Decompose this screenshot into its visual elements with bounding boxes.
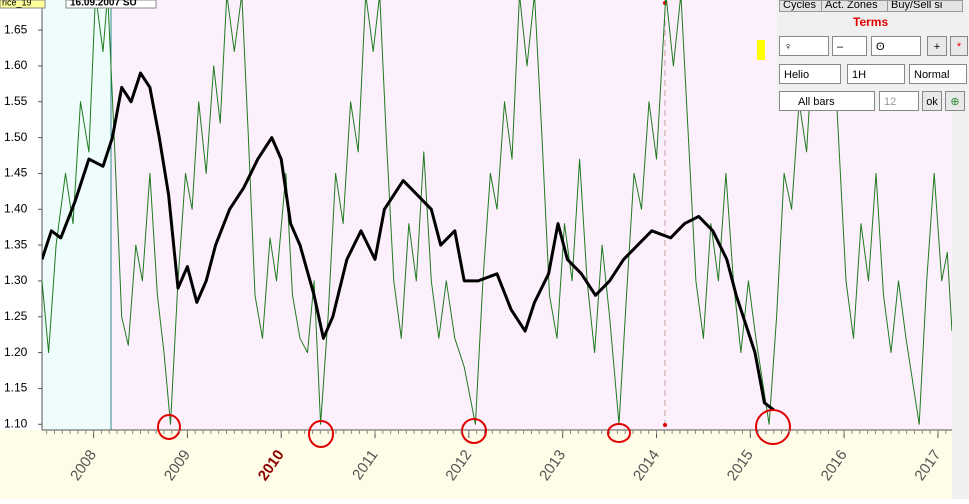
y-tick-label: 1.55 — [4, 94, 28, 108]
add-button[interactable]: + — [927, 36, 947, 56]
operator-select[interactable]: – — [832, 36, 867, 56]
star-button[interactable]: * — [950, 36, 968, 56]
tab[interactable]: Act. Zones — [821, 0, 889, 12]
y-tick-label: 1.40 — [4, 201, 28, 215]
panel-title: Terms — [853, 15, 889, 29]
annotations — [157, 409, 791, 448]
series-line — [42, 71, 775, 412]
y-tick-label: 1.20 — [4, 345, 28, 359]
target-button[interactable]: ⊕ — [945, 91, 965, 111]
planet-select[interactable]: ♀ — [779, 36, 829, 56]
y-tick-label: 1.60 — [4, 58, 28, 72]
file-name: rice_19 — [2, 0, 32, 7]
mode-select[interactable]: Normal — [909, 64, 967, 84]
file-box — [0, 0, 46, 9]
y-tick-label: 1.35 — [4, 237, 28, 251]
history-zone — [42, 0, 111, 430]
tab[interactable]: Cycles — [779, 0, 823, 12]
date: 16.09.2007 SU — [70, 0, 137, 9]
x-axis-area — [0, 430, 952, 499]
lines — [42, 0, 952, 425]
annotation-circle — [755, 409, 791, 445]
annotation-circle — [308, 420, 334, 448]
terms-panel: Cycles Act. Zones Buy/Sell si Terms ♀ – … — [777, 0, 969, 111]
y-tick-label: 1.25 — [4, 309, 28, 323]
planet-select[interactable]: ʘ — [871, 36, 921, 56]
count-input[interactable]: 12 — [879, 91, 919, 111]
y-tick-label: 1.30 — [4, 273, 28, 287]
step-select[interactable]: 1H — [847, 64, 905, 84]
date-box — [65, 0, 157, 9]
marker — [757, 40, 765, 60]
y-tick-label: 1.50 — [4, 130, 28, 144]
scrollbar[interactable] — [952, 0, 969, 499]
tab[interactable]: Buy/Sell si — [887, 0, 963, 12]
y-tick-label: 1.65 — [4, 22, 28, 36]
y-tick-label: 1.45 — [4, 166, 28, 180]
y-tick-label: 1.10 — [4, 416, 28, 430]
annotation-circle — [157, 414, 181, 440]
y-tick-label: 1.15 — [4, 381, 28, 395]
coord-select[interactable]: Helio — [779, 64, 841, 84]
ok-button[interactable]: ok — [922, 91, 942, 111]
cursor-dot — [663, 423, 667, 427]
annotation-circle — [607, 423, 631, 443]
bars-select[interactable]: All bars — [779, 91, 875, 111]
annotation-circle — [461, 418, 487, 444]
series-line — [42, 0, 952, 425]
